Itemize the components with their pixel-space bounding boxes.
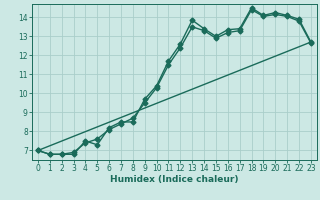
X-axis label: Humidex (Indice chaleur): Humidex (Indice chaleur) — [110, 175, 239, 184]
